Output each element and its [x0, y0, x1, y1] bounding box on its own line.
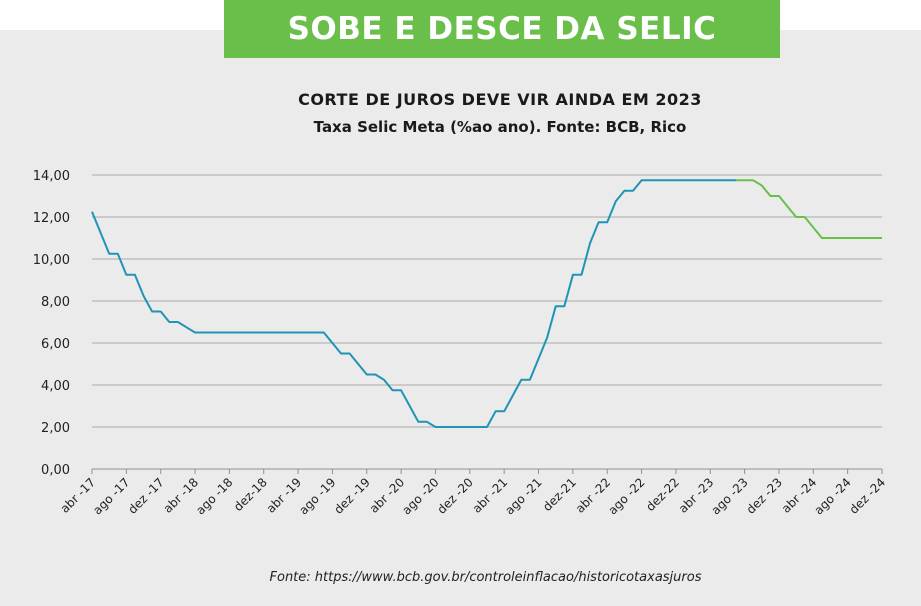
- x-tick-label: dez -19: [331, 475, 373, 517]
- y-tick-label: 8,00: [41, 295, 70, 310]
- x-tick-label: ago -24: [812, 475, 854, 517]
- x-tick-label: dez -17: [125, 475, 167, 517]
- x-tick-label: dez-21: [540, 475, 579, 514]
- y-tick-label: 14,00: [33, 169, 70, 184]
- projection-series-line: [736, 179, 882, 239]
- x-tick-label: ago -22: [605, 475, 647, 517]
- x-tick-label: dez -24: [847, 475, 889, 517]
- chart-subtitle: Taxa Selic Meta (%ao ano). Fonte: BCB, R…: [313, 118, 687, 136]
- y-tick-label: 2,00: [41, 421, 70, 436]
- source-note: Fonte: https://www.bcb.gov.br/controlein…: [269, 570, 702, 585]
- x-tick-label: ago -20: [399, 475, 441, 517]
- banner-title: SOBE E DESCE DA SELIC: [224, 0, 780, 58]
- chart-title: CORTE DE JUROS DEVE VIR AINDA EM 2023: [298, 90, 702, 109]
- x-tick-label: ago -18: [193, 475, 235, 517]
- y-tick-label: 12,00: [33, 211, 70, 226]
- x-tick-label: dez -23: [744, 475, 786, 517]
- y-tick-label: 4,00: [41, 379, 70, 394]
- x-tick-label: ago -23: [708, 475, 750, 517]
- x-tick-label: ago -21: [502, 475, 544, 517]
- x-tick-label: dez -20: [434, 475, 476, 517]
- x-tick-label: dez-22: [643, 475, 682, 514]
- x-tick-label: ago -19: [296, 475, 338, 517]
- y-tick-label: 6,00: [41, 337, 70, 352]
- historical-series-line: [91, 179, 736, 428]
- y-tick-label: 10,00: [33, 253, 70, 268]
- chart-panel: [0, 30, 921, 606]
- y-tick-label: 0,00: [41, 463, 70, 478]
- x-tick-label: dez-18: [231, 475, 270, 514]
- x-tick-label: ago -17: [90, 475, 132, 517]
